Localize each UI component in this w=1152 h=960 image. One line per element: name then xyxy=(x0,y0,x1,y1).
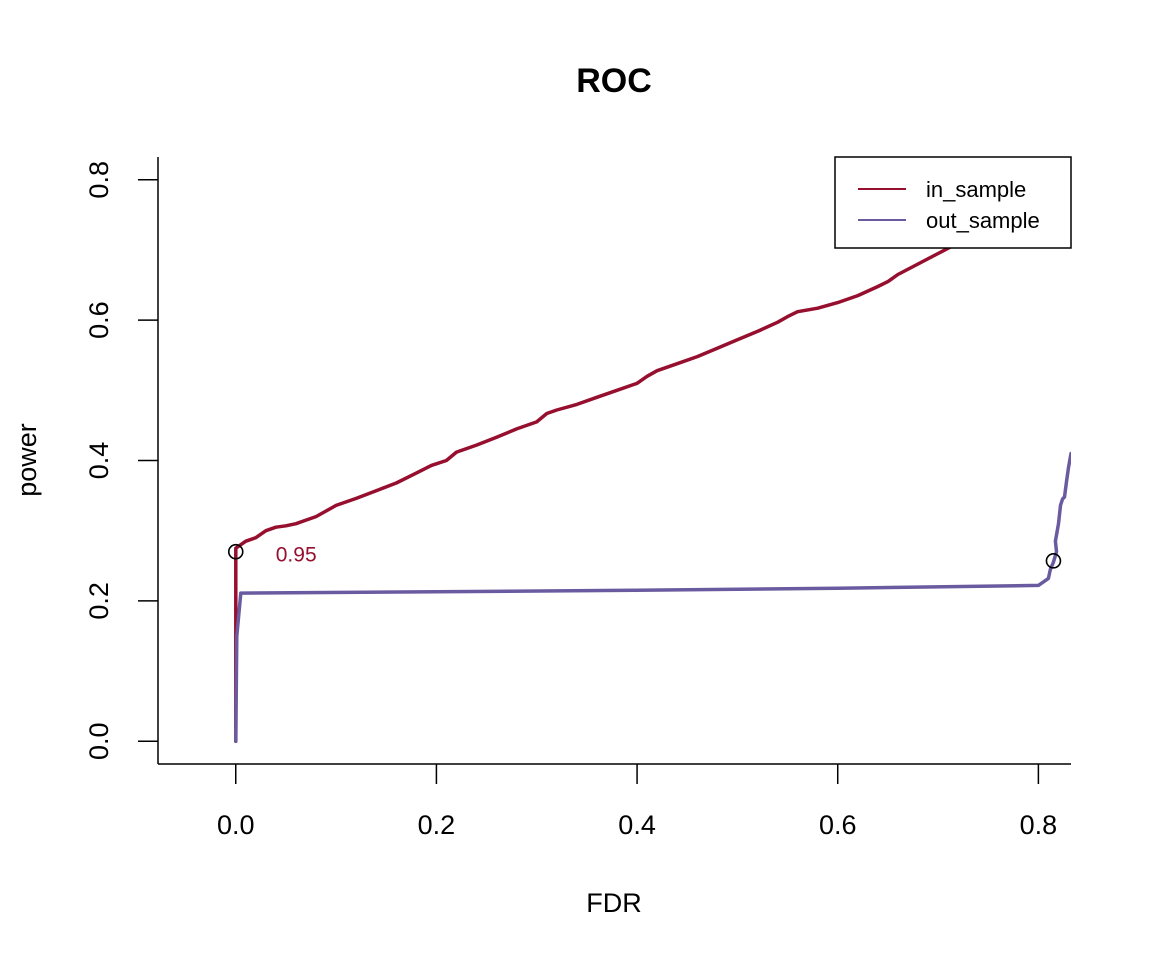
y-tick-label: 0.2 xyxy=(84,582,114,620)
series-layer xyxy=(234,230,1071,743)
y-tick-label: 0.6 xyxy=(84,301,114,339)
series-line-in-sample xyxy=(234,230,980,743)
threshold-point-marker xyxy=(227,543,244,560)
legend: in_sample out_sample xyxy=(834,156,1072,249)
x-tick-label: 0.6 xyxy=(819,810,857,840)
legend-box xyxy=(834,156,1072,249)
x-tick-label: 0.2 xyxy=(418,810,456,840)
x-tick-label: 0.4 xyxy=(618,810,656,840)
x-tick-label: 0.8 xyxy=(1020,810,1058,840)
series-line-out-sample xyxy=(234,451,1071,743)
legend-label-in-sample: in_sample xyxy=(926,177,1026,202)
x-axis-label: FDR xyxy=(586,888,642,918)
points-layer: 0.95 xyxy=(227,543,1062,569)
y-tick-label: 0.0 xyxy=(84,722,114,760)
axes: 0.0 0.2 0.4 0.6 0.8 0.0 0.2 0.4 0.6 0.8 xyxy=(84,157,1071,840)
y-tick-label: 0.4 xyxy=(84,442,114,480)
x-tick-label: 0.0 xyxy=(217,810,255,840)
legend-label-out-sample: out_sample xyxy=(926,208,1040,233)
y-axis-label: power xyxy=(12,423,42,497)
threshold-point-label: 0.95 xyxy=(276,544,317,567)
chart-title: ROC xyxy=(576,62,652,100)
y-tick-label: 0.8 xyxy=(84,161,114,199)
threshold-point-marker xyxy=(1045,553,1062,569)
